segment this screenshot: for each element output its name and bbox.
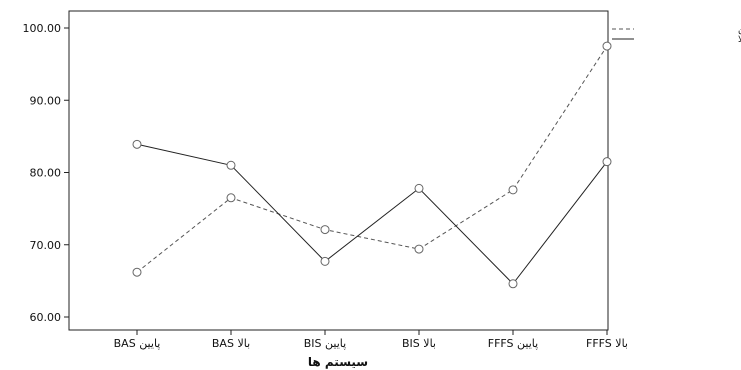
y-tick-label: 70.00 bbox=[30, 239, 62, 252]
data-point bbox=[132, 267, 142, 277]
series-line-low bbox=[136, 45, 608, 273]
y-axis: 60.00 70.00 80.00 90.00 100.00 bbox=[23, 22, 69, 324]
data-point bbox=[508, 185, 518, 195]
x-axis: BAS پایین BAS بالا BIS پایین BIS بالا FFFS پ… bbox=[114, 330, 628, 350]
x-tick-label: BIS بالا bbox=[402, 337, 436, 350]
x-axis-title: سیستم ها bbox=[308, 355, 368, 369]
y-tick-label: 60.00 bbox=[30, 311, 62, 324]
data-point bbox=[508, 279, 518, 289]
x-tick-label: FFFS بالا bbox=[586, 337, 628, 350]
x-tick-label: FFFS پایین bbox=[488, 337, 538, 350]
data-point bbox=[132, 139, 142, 149]
legend-label: احساس تنهایی پایین bbox=[738, 25, 741, 35]
x-tick-label: BAS بالا bbox=[212, 337, 250, 350]
x-tick-label: BAS پایین bbox=[114, 337, 161, 350]
data-point bbox=[226, 193, 236, 203]
series-line-high bbox=[136, 143, 608, 285]
data-point bbox=[602, 157, 612, 167]
plot-frame bbox=[68, 10, 609, 331]
data-point bbox=[226, 160, 236, 170]
legend: احساس تنهایی پاییناحساس تنهایی بالا bbox=[612, 25, 741, 45]
y-tick-label: 100.00 bbox=[23, 22, 62, 35]
y-tick-label: 80.00 bbox=[30, 167, 62, 180]
data-point bbox=[320, 225, 330, 235]
data-point bbox=[602, 41, 612, 51]
legend-label: احساس تنهایی بالا bbox=[738, 35, 741, 45]
data-point bbox=[414, 244, 424, 254]
data-point bbox=[414, 183, 424, 193]
x-tick-label: BIS پایین bbox=[304, 337, 346, 350]
series-layer bbox=[132, 41, 612, 289]
data-point bbox=[320, 256, 330, 266]
y-tick-label: 90.00 bbox=[30, 94, 62, 107]
